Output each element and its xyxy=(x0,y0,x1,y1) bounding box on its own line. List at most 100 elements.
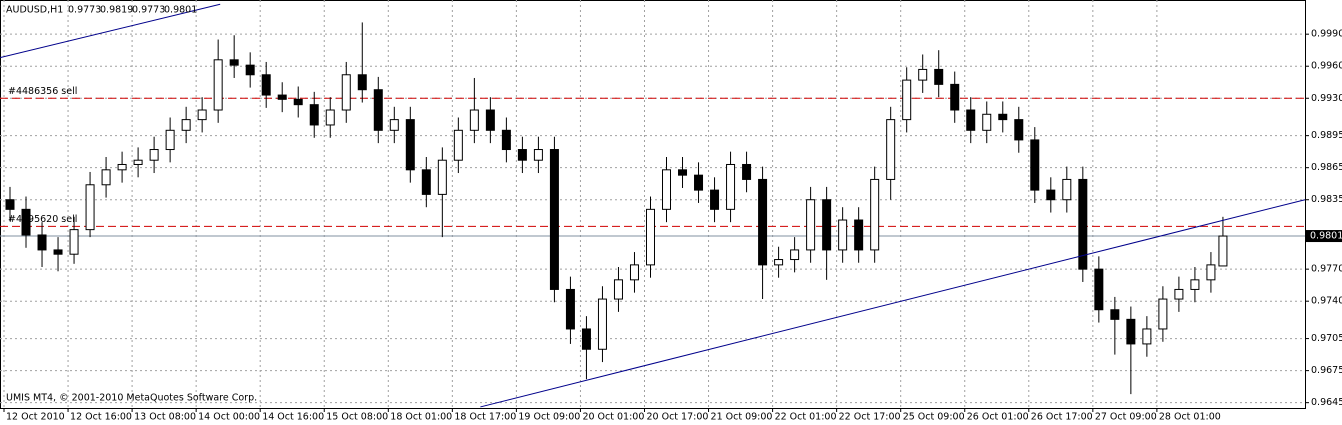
order-label: #4595620 sell xyxy=(8,214,77,225)
y-tick-label: 0.9770 xyxy=(1311,264,1342,275)
candle-body xyxy=(1142,328,1152,345)
candle-body xyxy=(918,68,928,81)
x-tick-label: 19 Oct 09:00 xyxy=(518,412,580,423)
x-tick-label: 15 Oct 08:00 xyxy=(326,412,388,423)
ohlc-close: 0.9801 xyxy=(164,5,197,16)
labels: AUDUSD,H1 0.9773 0.9819 0.9773 0.9801 UM… xyxy=(6,5,1342,423)
x-tick-label: 20 Oct 01:00 xyxy=(582,412,644,423)
x-tick-label: 18 Oct 17:00 xyxy=(454,412,516,423)
candle-body xyxy=(549,149,559,290)
y-tick-label: 0.9865 xyxy=(1311,162,1342,173)
y-tick-label: 0.9990 xyxy=(1311,29,1342,40)
x-tick-label: 21 Oct 09:00 xyxy=(711,412,773,423)
candle-body xyxy=(421,169,431,195)
candle-body xyxy=(950,83,960,111)
candle-body xyxy=(710,189,720,210)
candle-body xyxy=(373,89,383,131)
x-tick-label: 22 Oct 17:00 xyxy=(839,412,901,423)
candle-body xyxy=(998,113,1008,121)
candle-body xyxy=(854,219,864,251)
trendline xyxy=(480,199,1306,408)
candle-body xyxy=(790,249,800,261)
candle-body xyxy=(742,163,752,180)
candle-body xyxy=(165,129,175,151)
y-tick-label: 0.9930 xyxy=(1311,93,1342,104)
candle-body xyxy=(1062,178,1072,201)
candle-body xyxy=(1126,318,1136,345)
grid xyxy=(0,0,1309,412)
x-tick-label: 28 Oct 01:00 xyxy=(1159,412,1221,423)
candle-body xyxy=(293,98,303,106)
candle-body xyxy=(597,298,607,350)
candle-body xyxy=(213,59,223,111)
candle-body xyxy=(1158,298,1168,330)
bid-label-bg xyxy=(1306,230,1342,243)
candle-body xyxy=(501,129,511,151)
candle-body xyxy=(117,163,127,171)
candle-body xyxy=(69,229,79,255)
candle-body xyxy=(1046,189,1056,201)
candle-body xyxy=(758,178,768,266)
y-tick-label: 0.9740 xyxy=(1311,296,1342,307)
x-tick-label: 13 Oct 08:00 xyxy=(134,412,196,423)
x-tick-label: 27 Oct 09:00 xyxy=(1095,412,1157,423)
x-tick-label: 12 Oct 16:00 xyxy=(70,412,132,423)
candle-body xyxy=(966,109,976,131)
y-tick-label: 0.9895 xyxy=(1311,130,1342,141)
candle-body xyxy=(1206,264,1216,281)
candle-body xyxy=(309,104,319,126)
y-tick-label: 0.9675 xyxy=(1311,365,1342,376)
candle-body xyxy=(261,74,271,96)
candle-body xyxy=(197,109,207,121)
candle-body xyxy=(245,64,255,76)
candle-body xyxy=(357,74,367,91)
candle-body xyxy=(149,149,159,161)
candle-body xyxy=(229,59,239,66)
candle-body xyxy=(325,109,335,126)
x-tick-label: 20 Oct 17:00 xyxy=(646,412,708,423)
candle-body xyxy=(806,199,816,251)
y-tick-label: 0.9705 xyxy=(1311,333,1342,344)
y-tick-label: 0.9645 xyxy=(1311,397,1342,408)
x-tick-label: 25 Oct 09:00 xyxy=(903,412,965,423)
candle-body xyxy=(565,288,575,330)
candle-body xyxy=(1190,279,1200,290)
candle-body xyxy=(822,199,832,251)
candle-body xyxy=(726,163,736,210)
y-tick-label: 0.9960 xyxy=(1311,61,1342,72)
ohlc-low: 0.9773 xyxy=(132,5,165,16)
candle-body xyxy=(101,169,111,186)
candle-body xyxy=(1094,268,1104,311)
x-tick-label: 14 Oct 16:00 xyxy=(262,412,324,423)
candle-body xyxy=(1174,288,1184,300)
candle-body xyxy=(982,113,992,131)
candle-body xyxy=(645,208,655,266)
candle-body xyxy=(902,79,912,121)
y-tick-label: 0.9835 xyxy=(1311,194,1342,205)
candle-body xyxy=(485,109,495,131)
candle-body xyxy=(21,208,31,236)
footer: UMIS MT4, © 2001-2010 MetaQuotes Softwar… xyxy=(6,393,257,404)
candle-body xyxy=(1110,309,1120,320)
chart-title: AUDUSD,H1 xyxy=(6,5,63,16)
x-tick-label: 18 Oct 01:00 xyxy=(390,412,452,423)
candle-body xyxy=(53,249,63,255)
candle-body xyxy=(453,129,463,161)
candle-body xyxy=(870,178,880,251)
candle-body xyxy=(774,259,784,266)
x-tick-label: 26 Oct 01:00 xyxy=(967,412,1029,423)
candle-body xyxy=(1078,178,1088,270)
ohlc-open: 0.9773 xyxy=(68,5,101,16)
candle-body xyxy=(181,119,191,131)
candle-body xyxy=(341,74,351,111)
candle-body xyxy=(533,149,543,161)
candle-body xyxy=(133,159,143,165)
candle-body xyxy=(277,94,287,100)
candle-body xyxy=(405,119,415,171)
candle-body xyxy=(37,234,47,251)
candle-body xyxy=(662,169,672,210)
candle-body xyxy=(694,174,704,191)
candle-body xyxy=(629,264,639,281)
x-tick-label: 12 Oct 2010 xyxy=(6,412,65,423)
candle-body xyxy=(5,199,15,210)
